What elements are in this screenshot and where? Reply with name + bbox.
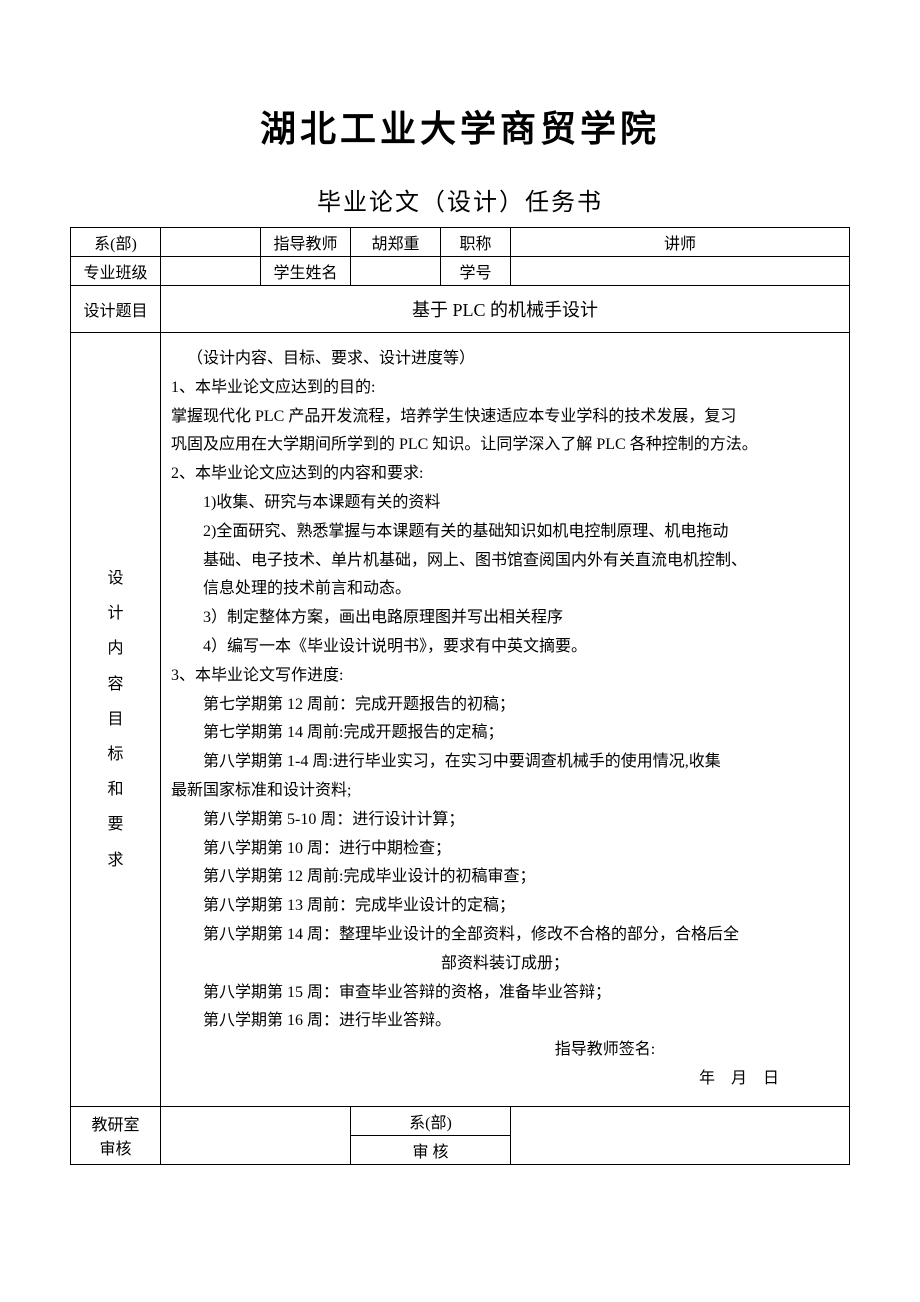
content-line: 信息处理的技术前言和动态。 xyxy=(171,575,839,604)
document-title: 毕业论文（设计）任务书 xyxy=(70,182,850,217)
student-name-label: 学生姓名 xyxy=(261,257,351,286)
office-review-value xyxy=(161,1106,351,1164)
vlabel-char: 和 xyxy=(75,772,156,807)
content-intro: （设计内容、目标、要求、设计进度等） xyxy=(171,345,839,374)
institution-title: 湖北工业大学商贸学院 xyxy=(70,100,850,152)
vlabel-char: 内 xyxy=(75,631,156,666)
title-label: 职称 xyxy=(441,228,511,257)
design-requirements-content: （设计内容、目标、要求、设计进度等） 1、本毕业论文应达到的目的: 掌握现代化 … xyxy=(161,333,850,1107)
content-line: 第七学期第 12 周前：完成开题报告的初稿； xyxy=(171,691,839,720)
vlabel-char: 容 xyxy=(75,667,156,702)
content-line: 2)全面研究、熟悉掌握与本课题有关的基础知识如机电控制原理、机电拖动 xyxy=(171,518,839,547)
content-line: 1)收集、研究与本课题有关的资料 xyxy=(171,489,839,518)
office-label-a: 教研室 xyxy=(77,1111,154,1135)
topic-label: 设计题目 xyxy=(71,286,161,333)
office-review-label: 教研室 审核 xyxy=(71,1106,161,1164)
content-line: 基础、电子技术、单片机基础，网上、图书馆查阅国内外有关直流电机控制、 xyxy=(171,547,839,576)
content-line: 第八学期第 14 周：整理毕业设计的全部资料，修改不合格的部分，合格后全 xyxy=(171,921,839,950)
vlabel-char: 标 xyxy=(75,737,156,772)
design-requirements-label: 设 计 内 容 目 标 和 要 求 xyxy=(71,333,161,1107)
class-value xyxy=(161,257,261,286)
content-line: 第八学期第 13 周前：完成毕业设计的定稿； xyxy=(171,892,839,921)
student-id-value xyxy=(511,257,850,286)
content-line: 巩固及应用在大学期间所学到的 PLC 知识。让同学深入了解 PLC 各种控制的方… xyxy=(171,431,839,460)
table-row: 教研室 审核 系(部) xyxy=(71,1106,850,1135)
dept-review-label-b: 审 核 xyxy=(351,1135,511,1164)
content-line: 第七学期第 14 周前:完成开题报告的定稿； xyxy=(171,719,839,748)
teacher-value: 胡郑重 xyxy=(351,228,441,257)
vlabel-char: 目 xyxy=(75,702,156,737)
task-form-table: 系(部) 指导教师 胡郑重 职称 讲师 专业班级 学生姓名 学号 设计题目 基于… xyxy=(70,227,850,1165)
signature-label: 指导教师签名: xyxy=(171,1036,839,1065)
vlabel-char: 设 xyxy=(75,561,156,596)
content-line: 第八学期第 15 周：审查毕业答辩的资格，准备毕业答辩； xyxy=(171,979,839,1008)
student-id-label: 学号 xyxy=(441,257,511,286)
content-line: 第八学期第 5-10 周：进行设计计算； xyxy=(171,806,839,835)
vlabel-char: 求 xyxy=(75,843,156,878)
dept-label: 系(部) xyxy=(71,228,161,257)
content-line: 2、本毕业论文应达到的内容和要求: xyxy=(171,460,839,489)
teacher-label: 指导教师 xyxy=(261,228,351,257)
date-line: 年 月 日 xyxy=(171,1065,839,1094)
table-row: 设计题目 基于 PLC 的机械手设计 xyxy=(71,286,850,333)
dept-review-value xyxy=(511,1106,850,1164)
content-line: 部资料装订成册； xyxy=(171,950,839,979)
table-row: 设 计 内 容 目 标 和 要 求 （设计内容、目标、要求、设计进度等） 1、本… xyxy=(71,333,850,1107)
table-row: 系(部) 指导教师 胡郑重 职称 讲师 xyxy=(71,228,850,257)
content-line: 第八学期第 12 周前:完成毕业设计的初稿审查； xyxy=(171,863,839,892)
content-line: 第八学期第 1-4 周:进行毕业实习，在实习中要调查机械手的使用情况,收集 xyxy=(171,748,839,777)
table-row: 专业班级 学生姓名 学号 xyxy=(71,257,850,286)
vlabel-char: 计 xyxy=(75,596,156,631)
topic-value: 基于 PLC 的机械手设计 xyxy=(161,286,850,333)
vlabel-char: 要 xyxy=(75,807,156,842)
content-line: 第八学期第 16 周：进行毕业答辩。 xyxy=(171,1007,839,1036)
student-name-value xyxy=(351,257,441,286)
content-line: 最新国家标准和设计资料; xyxy=(171,777,839,806)
class-label: 专业班级 xyxy=(71,257,161,286)
content-line: 掌握现代化 PLC 产品开发流程，培养学生快速适应本专业学科的技术发展，复习 xyxy=(171,403,839,432)
content-line: 第八学期第 10 周：进行中期检查； xyxy=(171,835,839,864)
title-value: 讲师 xyxy=(511,228,850,257)
content-line: 1、本毕业论文应达到的目的: xyxy=(171,374,839,403)
content-line: 3）制定整体方案，画出电路原理图并写出相关程序 xyxy=(171,604,839,633)
content-line: 4）编写一本《毕业设计说明书》，要求有中英文摘要。 xyxy=(171,633,839,662)
content-line: 3、本毕业论文写作进度: xyxy=(171,662,839,691)
office-label-b: 审核 xyxy=(77,1135,154,1159)
dept-value xyxy=(161,228,261,257)
dept-review-label-a: 系(部) xyxy=(351,1106,511,1135)
